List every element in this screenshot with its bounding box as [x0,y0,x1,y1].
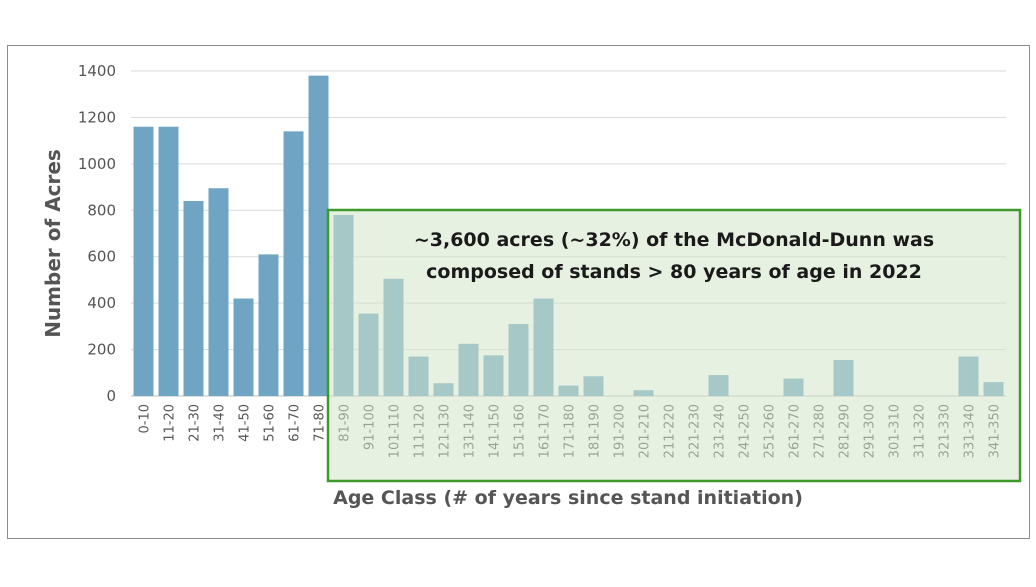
bar [308,75,329,396]
annotation-line-1: ~3,600 acres (~32%) of the McDonald-Dunn… [414,229,934,251]
y-tick-label: 200 [87,341,116,359]
x-tick-label: 31-40 [213,404,228,442]
x-tick-label: 0-10 [138,404,153,434]
y-tick-label: 1400 [78,62,116,80]
bar [258,254,279,396]
chart-frame: 0 200 400 600 800 1000 1200 1400 0-10 11-20 21-30… [7,45,1030,539]
bar [283,131,304,396]
y-tick-label: 400 [87,294,116,312]
y-tick-label: 0 [106,387,116,405]
annotation-line-2: composed of stands > 80 years of age in … [426,261,922,283]
x-tick-label: 51-60 [263,404,278,442]
bar [133,126,154,396]
y-tick-label: 1200 [78,108,116,126]
y-axis-label: Number of Acres [41,149,65,338]
y-axis-ticks: 0 200 400 600 800 1000 1200 1400 [78,62,116,405]
x-tick-label: 71-80 [313,404,328,442]
x-tick-label: 41-50 [238,404,253,442]
bar [158,126,179,396]
x-tick-label: 11-20 [163,404,178,442]
x-tick-label: 61-70 [288,404,303,442]
age-class-bar-chart: 0 200 400 600 800 1000 1200 1400 0-10 11-20 21-30… [41,62,1022,509]
y-tick-label: 600 [87,248,116,266]
bar [183,201,204,396]
y-tick-label: 1000 [78,155,116,173]
bar [233,298,254,396]
y-tick-label: 800 [87,201,116,219]
bar [208,188,229,396]
x-axis-label: Age Class (# of years since stand initia… [333,487,803,509]
highlight-region [326,208,1022,483]
x-tick-label: 21-30 [188,404,203,442]
